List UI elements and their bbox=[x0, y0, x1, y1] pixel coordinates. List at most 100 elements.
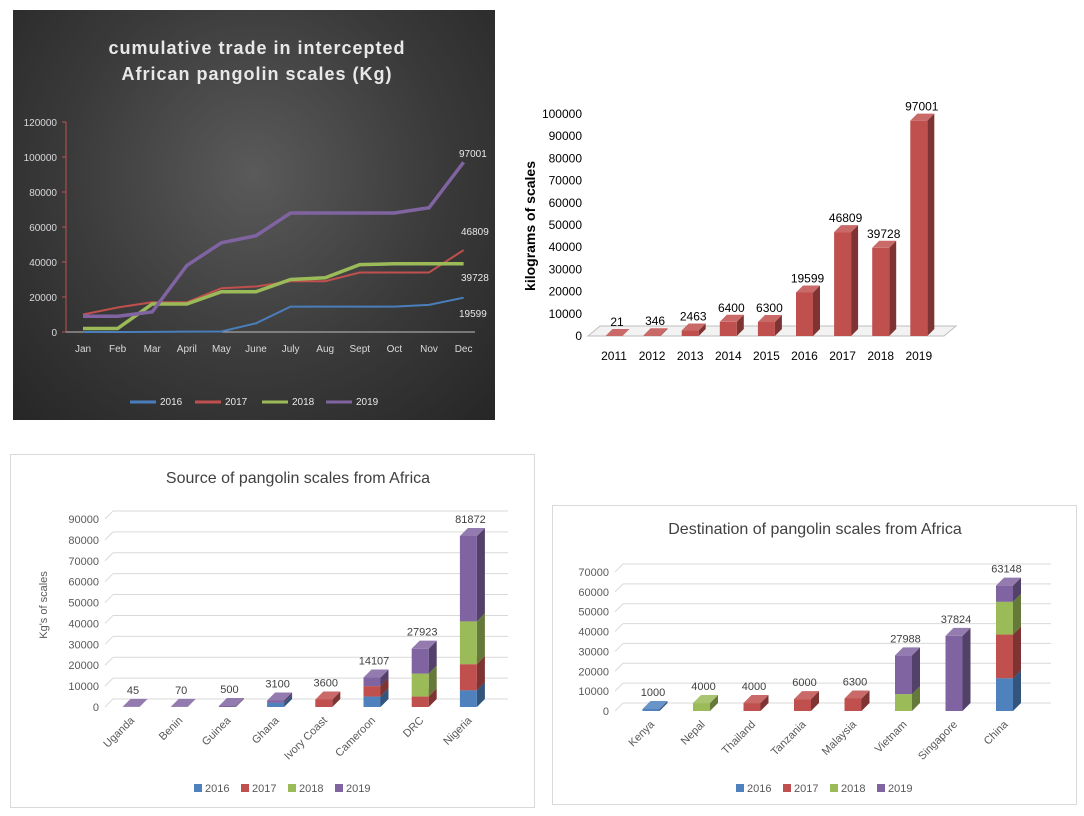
destination-gridline-depth bbox=[614, 603, 624, 613]
destination-bar-Tanzania-2017-side bbox=[811, 691, 819, 711]
annual-bar-2019 bbox=[910, 120, 928, 336]
destination-total-label: 63148 bbox=[991, 564, 1022, 576]
source-x-tick-label: Uganda bbox=[101, 714, 137, 750]
source-legend-label-2019: 2019 bbox=[346, 783, 370, 795]
destination-total-label: 27988 bbox=[890, 633, 921, 645]
source-bar-DRC-2019-top bbox=[411, 640, 437, 649]
annual-bar-x-tick-label: 2014 bbox=[715, 349, 742, 363]
line-chart-y-tick-label: 60000 bbox=[29, 223, 57, 234]
annual-bar-2019-top bbox=[910, 113, 935, 121]
destination-bar-Malaysia-2017-top bbox=[844, 690, 870, 699]
annual-bar-y-tick-label: 50000 bbox=[549, 218, 583, 232]
line-legend-label-2016: 2016 bbox=[160, 397, 183, 408]
line-chart-x-tick-label: April bbox=[177, 344, 197, 355]
source-bar-Benin-2019-top bbox=[170, 698, 196, 707]
destination-y-tick-label: 70000 bbox=[578, 567, 609, 579]
source-bar-DRC-2018 bbox=[411, 673, 429, 697]
line-chart-x-tick-label: May bbox=[212, 344, 231, 355]
annual-bar-2012-side bbox=[660, 328, 668, 336]
source-total-label: 81872 bbox=[455, 514, 486, 526]
annual-bar-x-tick-label: 2018 bbox=[867, 349, 894, 363]
source-gridline-depth bbox=[104, 552, 114, 562]
source-bar-DRC-2017-side bbox=[428, 688, 437, 707]
source-x-tick-label: Cameroon bbox=[333, 715, 378, 760]
source-gridline-depth bbox=[104, 656, 114, 666]
destination-total-label: 4000 bbox=[691, 681, 715, 693]
source-gridline-depth bbox=[104, 573, 114, 583]
destination-gridline-depth bbox=[614, 563, 624, 573]
annual-bar-y-tick-label: 0 bbox=[575, 329, 582, 343]
source-bar-Ghana-2019-side bbox=[284, 692, 293, 703]
source-bar-Nigeria-2016-side bbox=[476, 682, 485, 707]
annual-bar-2016-side bbox=[813, 285, 820, 336]
destination-legend-label-2017: 2017 bbox=[794, 783, 818, 795]
annual-bar-2016-top bbox=[796, 285, 820, 293]
annual-bar-y-tick-label: 30000 bbox=[549, 262, 583, 276]
annual-bar-x-tick-label: 2012 bbox=[639, 349, 666, 363]
line-series-2019 bbox=[83, 161, 465, 318]
line-chart-end-label: 19599 bbox=[459, 309, 487, 320]
annual-bar-2016 bbox=[796, 292, 813, 336]
annual-bar-value-label: 19599 bbox=[791, 271, 825, 285]
annual-bar-2013-side bbox=[698, 323, 706, 336]
source-gridline-depth bbox=[104, 594, 114, 603]
destination-y-tick-label: 50000 bbox=[578, 607, 609, 619]
destination-total-label: 4000 bbox=[742, 681, 766, 693]
annual-bar-2018-top bbox=[872, 240, 897, 248]
destination-y-tick-label: 40000 bbox=[578, 627, 609, 639]
source-bar-Nigeria-2019-side bbox=[476, 527, 485, 622]
destination-legend-label-2019: 2019 bbox=[888, 783, 912, 795]
annual-bar-value-label: 21 bbox=[610, 315, 624, 329]
destination-chart-svg: Destination of pangolin scales from Afri… bbox=[578, 521, 1051, 795]
destination-y-tick-label: 60000 bbox=[578, 587, 609, 599]
line-series-2017 bbox=[82, 249, 465, 316]
destination-legend-label-2018: 2018 bbox=[841, 783, 865, 795]
destination-gridline-depth bbox=[614, 643, 624, 652]
source-chart-title: Source of pangolin scales from Africa bbox=[166, 470, 430, 487]
destination-bar-Tanzania-2017-top bbox=[794, 691, 819, 700]
source-bar-Guinea-2019-top bbox=[218, 697, 244, 706]
annual-bar-value-label: 346 bbox=[645, 314, 665, 328]
destination-bar-Malaysia-2017 bbox=[844, 698, 862, 711]
source-legend-swatch-2016 bbox=[194, 784, 202, 792]
line-chart-y-tick-label: 80000 bbox=[29, 188, 57, 199]
source-x-tick-label: Ghana bbox=[250, 714, 282, 746]
destination-bar-Thailand-2017 bbox=[743, 703, 761, 711]
source-bar-Ivory Coast-2017-top bbox=[315, 691, 341, 700]
annual-bar-2015 bbox=[757, 322, 775, 336]
destination-x-tick-label: Vietnam bbox=[873, 719, 910, 756]
source-y-tick-label: 80000 bbox=[68, 535, 99, 547]
destination-bar-Thailand-2017-side bbox=[760, 695, 769, 711]
annual-bar-2014-side bbox=[736, 314, 744, 336]
source-x-tick-label: DRC bbox=[401, 715, 426, 740]
line-chart-title-line-1: cumulative trade in intercepted bbox=[108, 38, 405, 58]
source-x-tick-label: Benin bbox=[157, 715, 185, 743]
source-bar-Ghana-2016-side bbox=[284, 694, 293, 707]
destination-bar-China-2018 bbox=[996, 601, 1013, 635]
destination-bar-Vietnam-2019 bbox=[895, 655, 912, 695]
line-series-2018 bbox=[83, 262, 464, 331]
source-x-tick-label: Guinea bbox=[200, 714, 234, 748]
source-legend-label-2016: 2016 bbox=[205, 783, 229, 795]
source-bar-DRC-2019-side bbox=[428, 640, 437, 674]
annual-bar-y-tick-label: 40000 bbox=[549, 240, 583, 254]
destination-legend-swatch-2019 bbox=[877, 784, 885, 792]
line-chart-y-tick-label: 20000 bbox=[29, 293, 57, 304]
source-total-label: 70 bbox=[175, 685, 187, 697]
destination-x-tick-label: Thailand bbox=[720, 719, 758, 757]
destination-bar-China-2016-side bbox=[1013, 670, 1021, 711]
destination-chart-title: Destination of pangolin scales from Afri… bbox=[668, 521, 962, 538]
source-bar-DRC-2018-side bbox=[428, 665, 437, 697]
line-chart-x-tick-label: July bbox=[282, 344, 300, 355]
annual-bar-chart-y-axis-label: kilograms of scales bbox=[522, 161, 538, 291]
annual-bar-2013-top bbox=[681, 323, 706, 331]
line-chart-x-tick-label: Dec bbox=[455, 344, 473, 355]
annual-bar-y-tick-label: 70000 bbox=[549, 174, 583, 188]
annual-bar-2014-top bbox=[719, 314, 744, 322]
source-total-label: 14107 bbox=[359, 656, 390, 668]
source-legend-label-2017: 2017 bbox=[252, 783, 276, 795]
source-bar-Cameroon-2019 bbox=[363, 677, 381, 687]
destination-bar-Nepal-2018-side bbox=[710, 695, 718, 711]
destination-x-tick-label: Nepal bbox=[679, 719, 708, 748]
line-chart-x-tick-label: Feb bbox=[109, 344, 127, 355]
